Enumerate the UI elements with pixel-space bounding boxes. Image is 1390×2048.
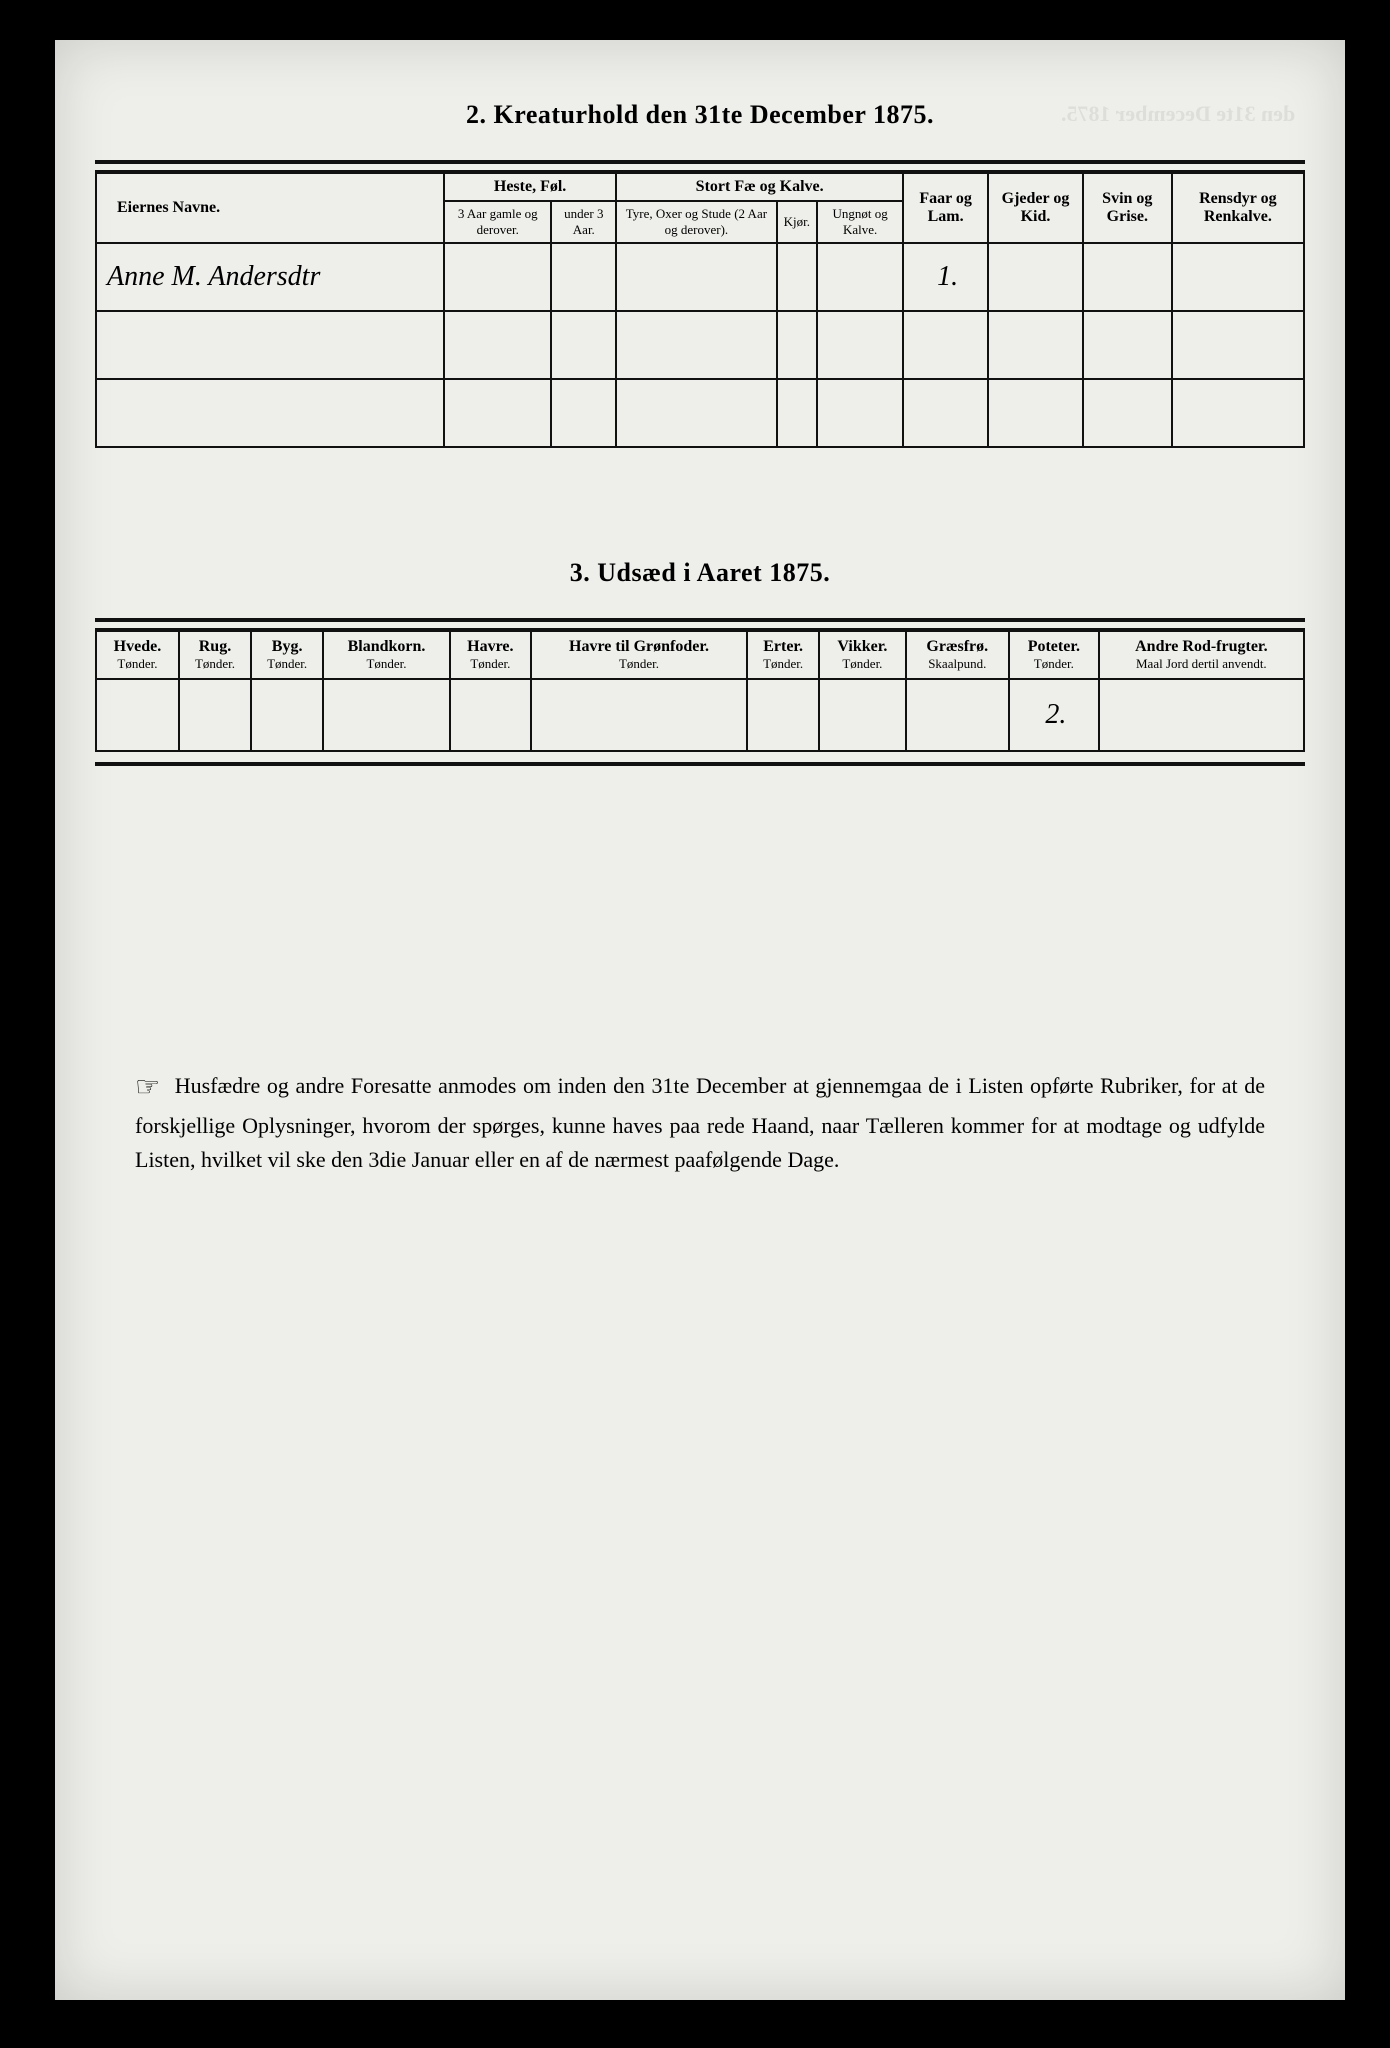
col-heste-b: under 3 Aar. [551,201,616,243]
col-rug: Rug.Tønder. [179,631,251,679]
cell [444,243,551,311]
col-havre: Havre.Tønder. [450,631,531,679]
cell [988,243,1083,311]
col-hvede: Hvede.Tønder. [96,631,179,679]
col-stort: Stort Fæ og Kalve. [616,173,903,201]
section2-title: 2. Kreaturhold den 31te December 1875. [95,100,1305,130]
col-andre: Andre Rod-frugter.Maal Jord dertil anven… [1099,631,1304,679]
col-graesfro: Græsfrø.Skaalpund. [906,631,1009,679]
table-row: 2. [96,679,1304,751]
col-byg: Byg.Tønder. [251,631,323,679]
sowing-table: Hvede.Tønder. Rug.Tønder. Byg.Tønder. Bl… [95,630,1305,752]
col-svin: Svin og Grise. [1083,173,1172,243]
col-gjeder: Gjeder og Kid. [988,173,1083,243]
rule [95,618,1305,622]
col-stort-b: Kjør. [777,201,817,243]
table-row [96,311,1304,379]
rule [95,762,1305,766]
col-faar: Faar og Lam. [903,173,988,243]
col-poteter: Poteter.Tønder. [1009,631,1099,679]
cell [817,243,903,311]
livestock-table: Eiernes Navne. Heste, Føl. Stort Fæ og K… [95,172,1305,448]
document-page: den 31te December 1875. 2. Kreaturhold d… [55,40,1345,2000]
cell [777,243,817,311]
cell [1083,243,1172,311]
notice-text: Husfædre og andre Foresatte anmodes om i… [135,1073,1265,1173]
col-stort-c: Ungnøt og Kalve. [817,201,903,243]
pointing-hand-icon: ☞ [135,1066,160,1109]
cell [1172,243,1304,311]
table-row: Anne M. Andersdtr 1. [96,243,1304,311]
table-row [96,379,1304,447]
col-heste: Heste, Føl. [444,173,616,201]
cell [96,379,444,447]
col-erter: Erter.Tønder. [747,631,819,679]
cell-eier: Anne M. Andersdtr [96,243,444,311]
notice-paragraph: ☞ Husfædre og andre Foresatte anmodes om… [95,1066,1305,1178]
cell [616,243,776,311]
section3-title: 3. Udsæd i Aaret 1875. [95,558,1305,588]
col-blandkorn: Blandkorn.Tønder. [323,631,450,679]
cell [96,311,444,379]
col-stort-a: Tyre, Oxer og Stude (2 Aar og derover). [616,201,776,243]
content-area: den 31te December 1875. 2. Kreaturhold d… [55,40,1345,1198]
col-eier: Eiernes Navne. [96,173,444,243]
col-rensdyr: Rensdyr og Renkalve. [1172,173,1304,243]
rule [95,160,1305,164]
cell-poteter: 2. [1009,679,1099,751]
col-vikker: Vikker.Tønder. [819,631,905,679]
cell-faar: 1. [903,243,988,311]
cell [551,243,616,311]
col-heste-a: 3 Aar gamle og derover. [444,201,551,243]
col-havre-gron: Havre til Grønfoder.Tønder. [531,631,747,679]
